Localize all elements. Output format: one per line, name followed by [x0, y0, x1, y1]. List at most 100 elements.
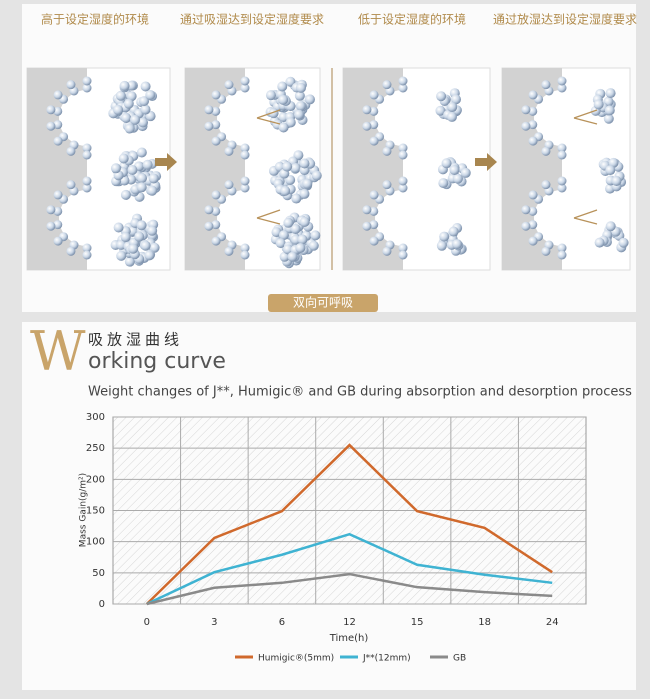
sphere: [605, 221, 616, 232]
diagram-label: 低于设定湿度的环境: [358, 12, 466, 27]
sphere: [557, 250, 567, 260]
x-tick-label: 3: [211, 617, 217, 628]
sphere: [121, 112, 132, 123]
sphere: [140, 81, 151, 92]
diagram-caption: 双向可呼吸: [293, 295, 353, 310]
sphere: [82, 243, 92, 253]
sphere: [521, 221, 531, 231]
sphere: [240, 143, 250, 153]
sphere: [211, 220, 221, 230]
y-tick-label: 250: [86, 443, 105, 454]
cavity: [59, 90, 115, 146]
sphere: [113, 222, 124, 233]
sphere: [278, 94, 289, 105]
sphere: [224, 80, 234, 90]
sphere: [382, 80, 392, 90]
sphere: [147, 185, 158, 196]
sphere: [369, 206, 379, 216]
sphere: [240, 250, 250, 260]
sphere: [541, 246, 551, 256]
sphere: [290, 223, 301, 234]
data-line: [145, 443, 553, 605]
sphere: [541, 180, 551, 190]
sphere: [369, 220, 379, 230]
sphere: [294, 90, 305, 101]
sphere: [448, 226, 459, 237]
sphere: [299, 158, 310, 169]
sphere: [134, 231, 145, 242]
sphere: [604, 105, 615, 116]
sphere: [593, 99, 604, 110]
sphere: [362, 121, 372, 131]
sphere: [594, 237, 605, 248]
sphere: [294, 109, 305, 120]
sphere: [240, 83, 250, 93]
sphere: [557, 83, 567, 93]
x-tick-label: 15: [411, 617, 424, 628]
sphere: [136, 147, 147, 158]
sphere: [528, 236, 538, 246]
sphere: [436, 240, 447, 251]
sphere: [291, 193, 302, 204]
sphere: [240, 176, 250, 186]
sphere: [53, 106, 63, 116]
sphere: [449, 165, 460, 176]
sphere: [265, 90, 276, 101]
sphere: [82, 176, 92, 186]
heading-initial: W: [30, 320, 86, 383]
flow-arrow: [256, 209, 281, 219]
sphere: [521, 205, 531, 215]
sphere: [53, 136, 63, 146]
sphere: [398, 150, 408, 160]
y-tick-label: 300: [86, 412, 105, 423]
sphere: [46, 121, 56, 131]
sphere: [53, 220, 63, 230]
sphere: [362, 221, 372, 231]
sphere: [204, 121, 214, 131]
sphere: [126, 91, 137, 102]
x-tick-label: 12: [343, 617, 356, 628]
sphere: [113, 104, 124, 115]
flow-arrow: [573, 217, 598, 225]
sphere: [120, 189, 131, 200]
sphere: [280, 185, 291, 196]
sphere: [369, 90, 379, 100]
sphere: [362, 205, 372, 215]
sphere: [240, 183, 250, 193]
sphere: [603, 113, 614, 124]
sphere: [369, 136, 379, 146]
sphere: [53, 206, 63, 216]
x-tick-label: 0: [144, 617, 150, 628]
sphere: [204, 221, 214, 231]
sphere: [299, 188, 310, 199]
cavity: [375, 190, 431, 246]
sphere: [145, 89, 156, 100]
sphere: [53, 90, 63, 100]
sphere: [119, 80, 130, 91]
sphere: [310, 230, 321, 241]
sphere: [362, 105, 372, 115]
sphere: [204, 105, 214, 115]
sphere: [224, 146, 234, 156]
sphere: [66, 246, 76, 256]
flow-arrow: [256, 117, 281, 125]
sphere: [66, 146, 76, 156]
legend-label: GB: [453, 654, 466, 664]
sphere: [296, 82, 307, 93]
y-tick-label: 150: [86, 506, 105, 517]
sphere: [115, 90, 126, 101]
sphere: [528, 90, 538, 100]
sphere: [124, 256, 135, 267]
sphere: [140, 240, 151, 251]
sphere: [295, 242, 306, 253]
flow-arrow: [573, 117, 598, 125]
sphere: [611, 176, 622, 187]
diagram-label: 通过放湿达到设定湿度要求: [493, 12, 637, 27]
sphere: [528, 136, 538, 146]
x-tick-label: 18: [478, 617, 491, 628]
sphere: [82, 250, 92, 260]
sphere: [211, 136, 221, 146]
chart-title: Weight changes of J**, Humigic® and GB d…: [88, 385, 632, 400]
cavity: [534, 90, 590, 146]
